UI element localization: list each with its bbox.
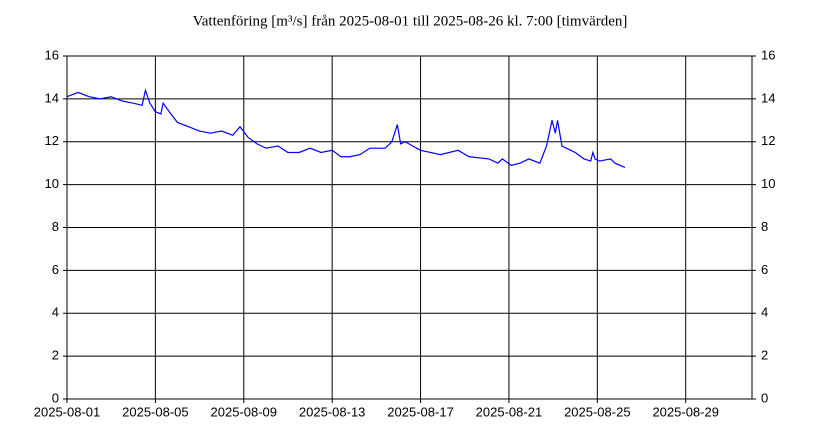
y-tick-label: 0 [52,390,59,405]
y2-tick-label: 4 [761,305,768,320]
x-tick-label: 2025-08-05 [122,404,189,419]
y2-tick-label: 8 [761,219,768,234]
y2-tick-label: 10 [761,176,775,191]
y2-tick-label: 16 [761,47,775,62]
y2-tick-label: 14 [761,90,775,105]
y-tick-label: 16 [45,47,59,62]
x-tick-label: 2025-08-13 [299,404,366,419]
y-tick-label: 8 [52,219,59,234]
data-line [66,88,626,169]
x-tick-label: 2025-08-09 [211,404,278,419]
y2-tick-label: 6 [761,262,768,277]
x-tick-label: 2025-08-17 [387,404,454,419]
y2-tick-label: 2 [761,348,768,363]
x-tick-label: 2025-08-01 [34,404,101,419]
y2-tick-label: 12 [761,133,775,148]
y-tick-label: 2 [52,348,59,363]
y2-tick-label: 0 [761,390,768,405]
y-tick-label: 14 [45,90,59,105]
y-tick-label: 12 [45,133,59,148]
x-tick-label: 2025-08-29 [652,404,719,419]
x-tick-label: 2025-08-21 [476,404,543,419]
y-tick-label: 4 [52,305,59,320]
x-tick-label: 2025-08-25 [564,404,631,419]
chart-title: Vattenföring [m³/s] från 2025-08-01 till… [193,13,628,29]
y-tick-label: 10 [45,176,59,191]
y-tick-label: 6 [52,262,59,277]
